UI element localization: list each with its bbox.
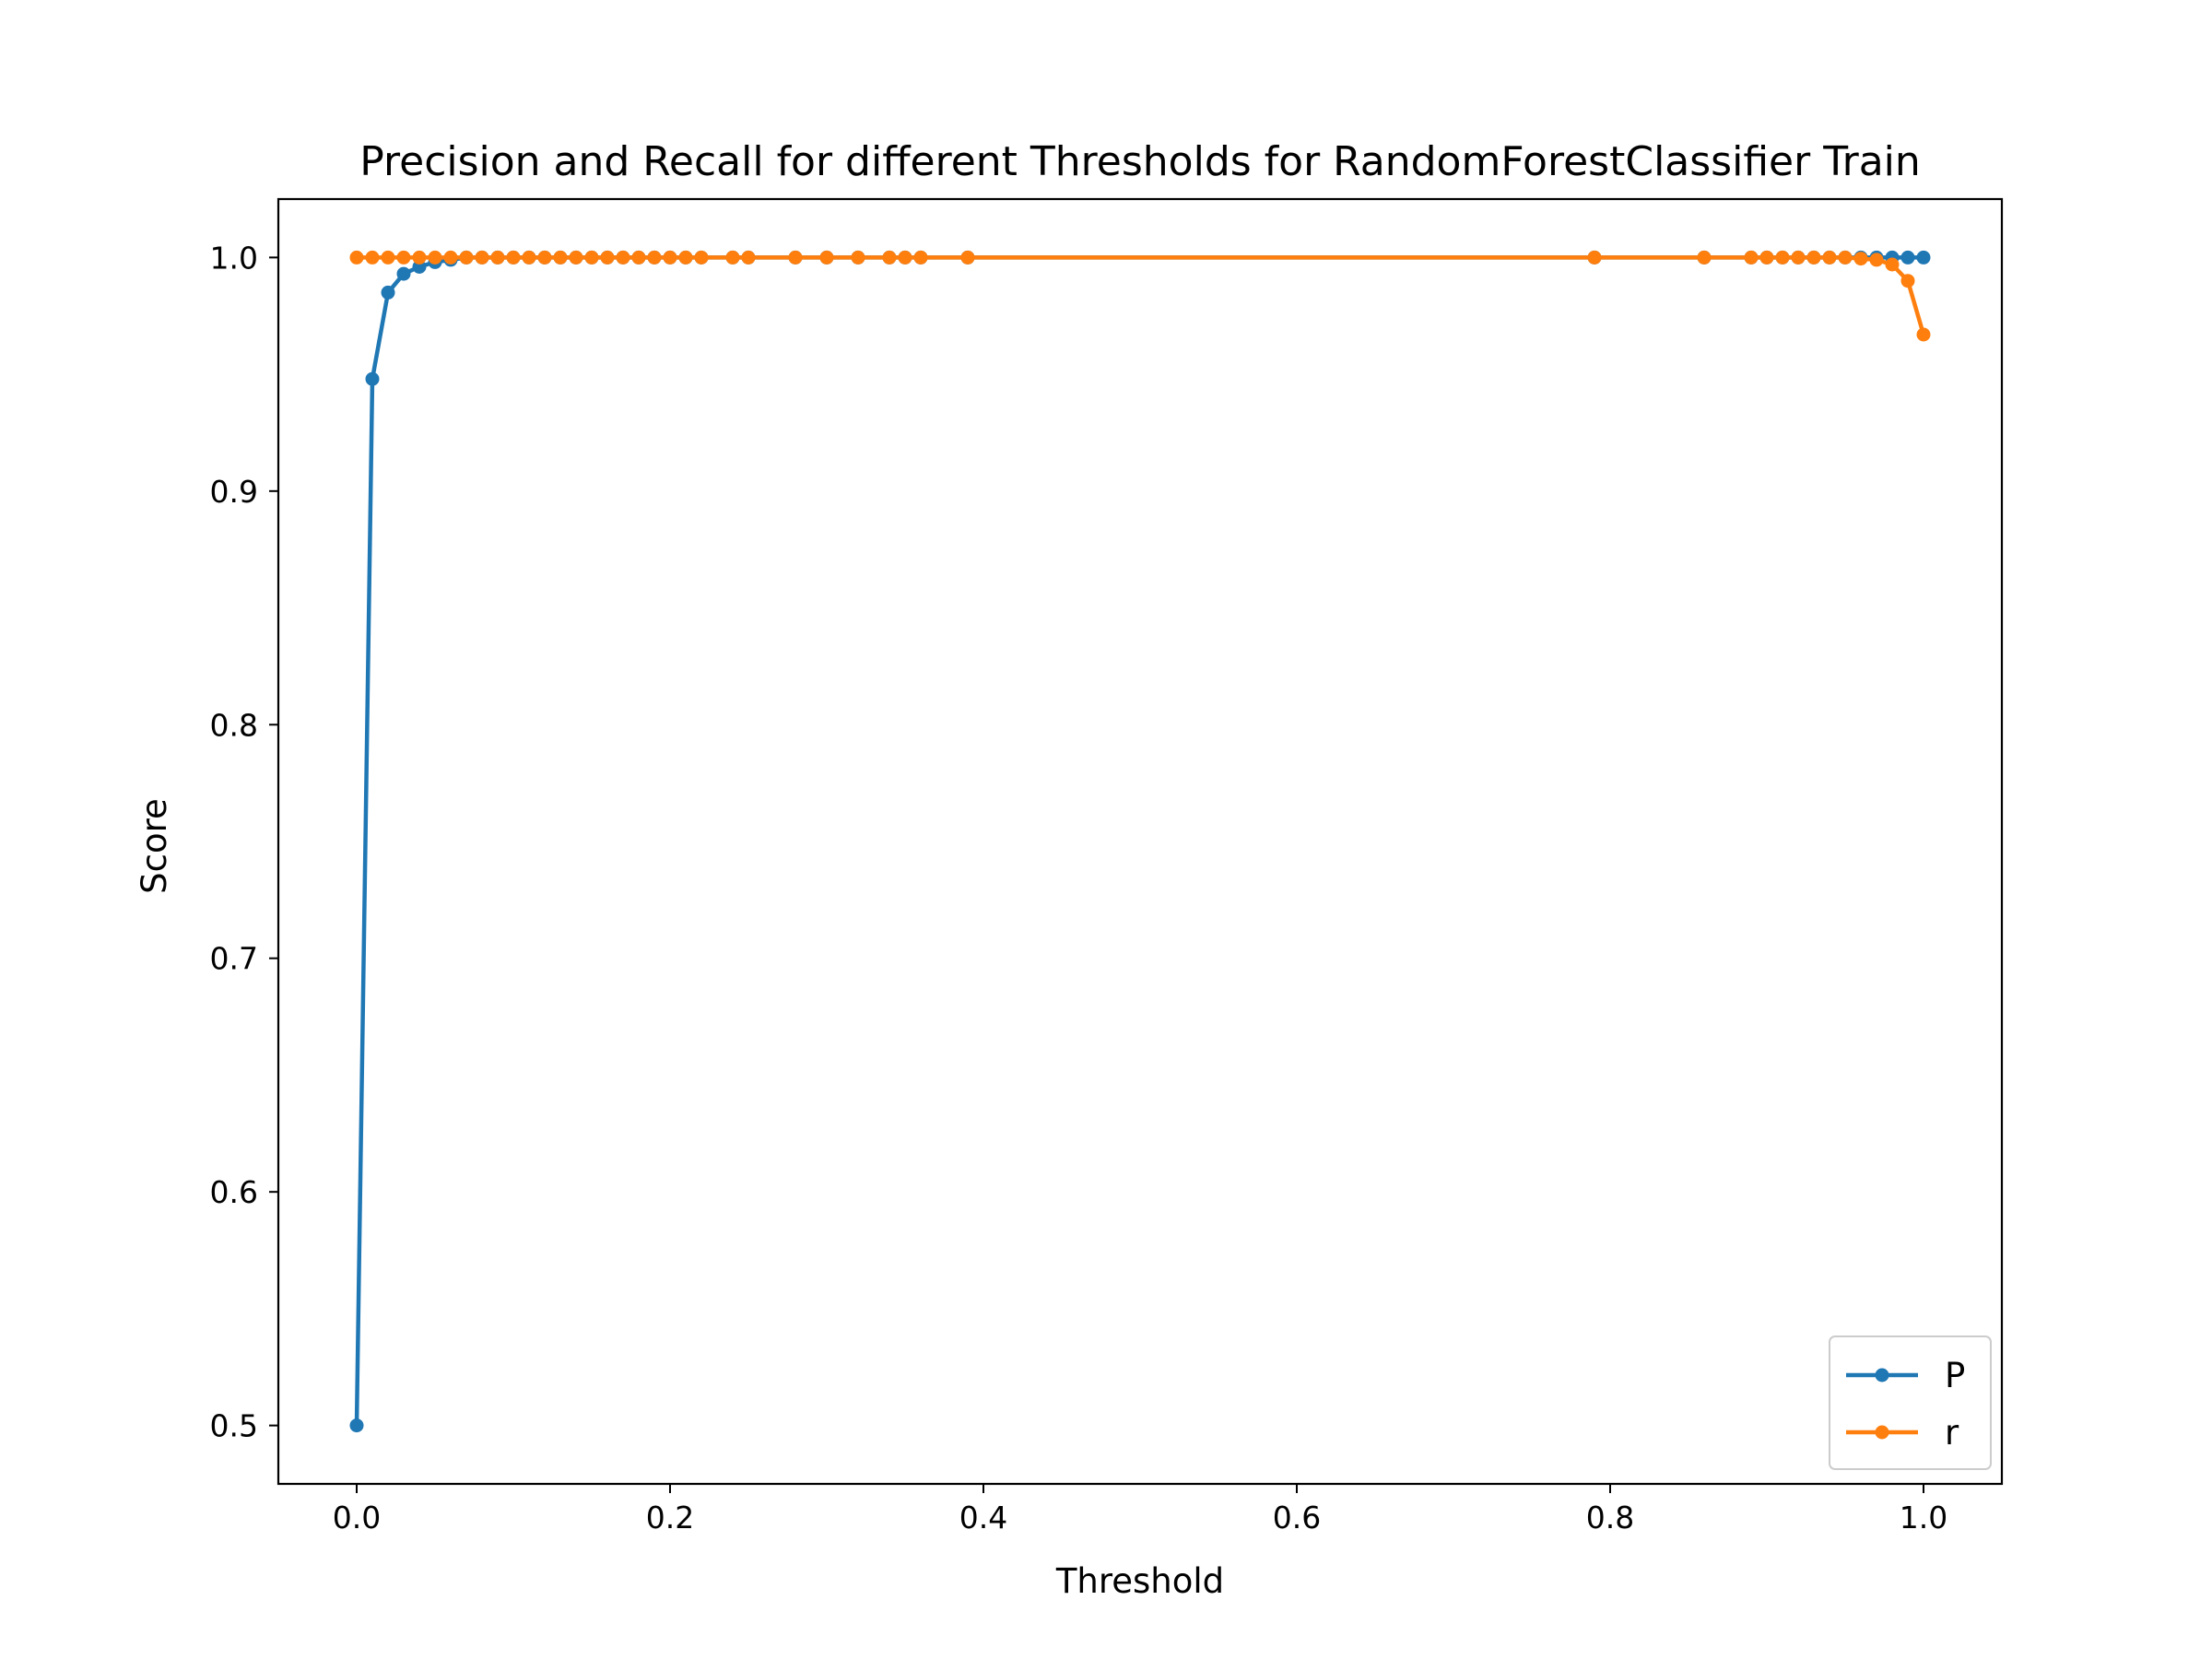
y-axis: 0.5 0.6 0.7 0.8 0.9 1.0 [210, 240, 278, 1444]
legend-label: r [1945, 1413, 1959, 1453]
data-point-r-29 [898, 250, 912, 265]
legend: Pr [1829, 1335, 1992, 1470]
data-point-r-5 [428, 250, 442, 265]
data-point-P-44 [1900, 250, 1915, 265]
data-point-r-7 [459, 250, 474, 265]
legend-swatch-marker [1875, 1425, 1889, 1440]
data-point-r-33 [1697, 250, 1712, 265]
data-point-r-1 [365, 250, 380, 265]
data-point-r-43 [1885, 257, 1900, 272]
data-point-r-19 [647, 250, 662, 265]
data-point-r-3 [396, 250, 411, 265]
legend-item-P: P [1846, 1356, 1965, 1395]
legend-swatch-marker [1875, 1368, 1889, 1382]
chart-title: Precision and Recall for different Thres… [359, 138, 1921, 185]
x-tick-label: 0.6 [1273, 1500, 1321, 1535]
data-point-r-4 [412, 250, 427, 265]
x-tick-label: 0.2 [646, 1500, 694, 1535]
data-point-r-40 [1838, 250, 1853, 265]
plot-area [349, 250, 1931, 1433]
legend-box [1829, 1335, 1992, 1470]
x-tick-label: 0.0 [333, 1500, 381, 1535]
data-point-r-39 [1822, 250, 1837, 265]
x-tick-label: 0.4 [959, 1500, 1007, 1535]
data-point-r-37 [1791, 250, 1806, 265]
x-tick-label: 0.8 [1586, 1500, 1634, 1535]
data-point-r-21 [678, 250, 693, 265]
data-point-r-13 [553, 250, 568, 265]
data-point-r-8 [475, 250, 489, 265]
y-tick-label: 0.8 [210, 707, 258, 743]
data-point-r-22 [694, 250, 709, 265]
legend-item-r: r [1846, 1413, 1959, 1453]
data-point-r-12 [537, 250, 552, 265]
data-point-r-20 [663, 250, 677, 265]
data-point-r-6 [443, 250, 458, 265]
data-point-P-45 [1916, 250, 1931, 265]
data-point-P-3 [396, 266, 411, 281]
data-point-r-24 [741, 250, 756, 265]
data-point-r-23 [725, 250, 740, 265]
y-tick-label: 1.0 [210, 240, 258, 276]
data-point-r-41 [1853, 252, 1868, 266]
data-point-r-9 [490, 250, 505, 265]
data-point-r-28 [882, 250, 897, 265]
data-point-P-1 [365, 371, 380, 386]
x-tick-label: 1.0 [1900, 1500, 1947, 1535]
y-tick-label: 0.6 [210, 1174, 258, 1210]
data-point-r-31 [960, 250, 975, 265]
data-point-r-44 [1900, 274, 1915, 288]
y-tick-label: 0.7 [210, 941, 258, 977]
x-axis-label: Threshold [1055, 1561, 1224, 1601]
data-point-P-2 [381, 285, 395, 300]
data-point-r-35 [1759, 250, 1774, 265]
data-point-r-32 [1587, 250, 1602, 265]
data-point-r-14 [569, 250, 583, 265]
data-point-r-11 [522, 250, 536, 265]
y-tick-label: 0.9 [210, 474, 258, 510]
data-point-r-38 [1806, 250, 1821, 265]
x-axis: 0.0 0.2 0.4 0.6 0.8 1.0 [333, 1484, 1947, 1535]
legend-label: P [1945, 1356, 1965, 1395]
data-point-r-15 [584, 250, 599, 265]
y-axis-label: Score [135, 798, 174, 894]
data-point-r-30 [913, 250, 928, 265]
data-point-r-36 [1775, 250, 1790, 265]
data-point-r-34 [1744, 250, 1759, 265]
y-tick-label: 0.5 [210, 1408, 258, 1444]
series-r [349, 250, 1931, 342]
data-point-r-16 [600, 250, 615, 265]
data-point-r-26 [819, 250, 834, 265]
data-point-P-0 [349, 1418, 364, 1433]
data-point-r-42 [1869, 253, 1884, 267]
data-point-r-2 [381, 250, 395, 265]
data-point-r-45 [1916, 327, 1931, 342]
data-point-r-27 [851, 250, 865, 265]
data-point-r-0 [349, 250, 364, 265]
series-line-r [354, 255, 1926, 337]
data-point-r-18 [631, 250, 646, 265]
data-point-r-17 [616, 250, 630, 265]
data-point-r-10 [506, 250, 521, 265]
axes-frame [276, 197, 2004, 1486]
data-point-r-25 [788, 250, 803, 265]
